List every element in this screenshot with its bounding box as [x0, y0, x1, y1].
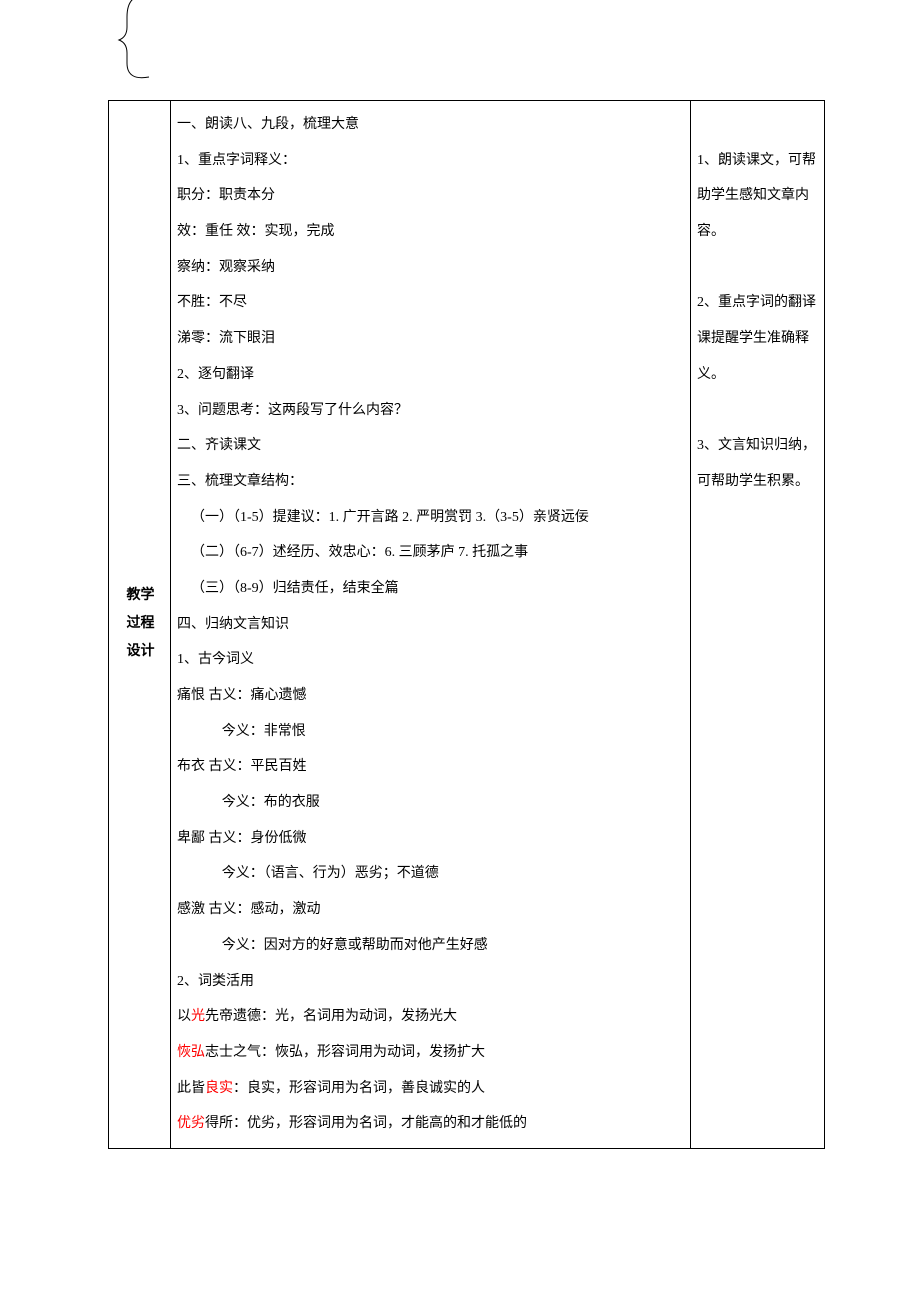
note-line: [697, 107, 820, 143]
content-line: 今义：（语言、行为）恶劣；不道德: [177, 856, 686, 892]
content-line: 三、梳理文章结构：: [177, 464, 686, 500]
note-line: 1、朗读课文，可帮助学生感知文章内容。: [697, 143, 820, 250]
text-span: 得所：优劣，形容词用为名词，才能高的和才能低的: [205, 1116, 527, 1131]
content-line: 今义：非常恨: [177, 714, 686, 750]
highlight-span: 优劣: [177, 1116, 205, 1131]
content-line: （三）（8-9）归结责任，结束全篇: [177, 571, 686, 607]
note-line: 3、文言知识归纳，可帮助学生积累。: [697, 428, 820, 499]
content-line: 涕零：流下眼泪: [177, 321, 686, 357]
content-line: 1、古今词义: [177, 642, 686, 678]
content-line: （一）（1-5）提建议：1. 广开言路 2. 严明赏罚 3.（3-5）亲贤远佞: [177, 500, 686, 536]
highlight-span: 光: [191, 1009, 205, 1024]
content-line: 2、逐句翻译: [177, 357, 686, 393]
content-line: 优劣得所：优劣，形容词用为名词，才能高的和才能低的: [177, 1106, 686, 1142]
note-line: 2、重点字词的翻译课提醒学生准确释义。: [697, 285, 820, 392]
content-line: 2、词类活用: [177, 964, 686, 1000]
text-span: 此皆: [177, 1081, 205, 1096]
content-cell: 一、朗读八、九段，梳理大意 1、重点字词释义： 职分：职责本分 效：重任 效：实…: [171, 101, 691, 1149]
content-line: 今义：布的衣服: [177, 785, 686, 821]
text-span: 先帝遗德：光，名词用为动词，发扬光大: [205, 1009, 457, 1024]
content-line: 布衣 古义：平民百姓: [177, 749, 686, 785]
highlight-span: 良实: [205, 1081, 233, 1096]
header-line: 过程: [115, 610, 166, 638]
header-line: 教学: [115, 582, 166, 610]
note-line: [697, 250, 820, 286]
lesson-plan-table: 教学 过程 设计 一、朗读八、九段，梳理大意 1、重点字词释义： 职分：职责本分…: [108, 100, 825, 1149]
content-line: 不胜：不尽: [177, 285, 686, 321]
content-line: 痛恨 古义：痛心遗憾: [177, 678, 686, 714]
header-line: 设计: [115, 638, 166, 666]
row-header-cell: 教学 过程 设计: [109, 101, 171, 1149]
content-line: 1、重点字词释义：: [177, 143, 686, 179]
content-line: 以光先帝遗德：光，名词用为动词，发扬光大: [177, 999, 686, 1035]
content-line: 感激 古义：感动，激动: [177, 892, 686, 928]
text-span: 以: [177, 1009, 191, 1024]
content-line: （二）（6-7）述经历、效忠心：6. 三顾茅庐 7. 托孤之事: [177, 535, 686, 571]
highlight-span: 恢弘: [177, 1045, 205, 1060]
content-line: 3、问题思考：这两段写了什么内容？: [177, 393, 686, 429]
curly-bracket-icon: [115, 0, 155, 85]
notes-cell: 1、朗读课文，可帮助学生感知文章内容。 2、重点字词的翻译课提醒学生准确释义。 …: [691, 101, 825, 1149]
content-line: 四、归纳文言知识: [177, 607, 686, 643]
table-row: 教学 过程 设计 一、朗读八、九段，梳理大意 1、重点字词释义： 职分：职责本分…: [109, 101, 825, 1149]
content-line: 此皆良实：良实，形容词用为名词，善良诚实的人: [177, 1071, 686, 1107]
text-span: 志士之气：恢弘，形容词用为动词，发扬扩大: [205, 1045, 485, 1060]
content-line: 一、朗读八、九段，梳理大意: [177, 107, 686, 143]
text-span: ：良实，形容词用为名词，善良诚实的人: [233, 1081, 485, 1096]
content-line: 效：重任 效：实现，完成: [177, 214, 686, 250]
content-line: 恢弘志士之气：恢弘，形容词用为动词，发扬扩大: [177, 1035, 686, 1071]
note-line: [697, 393, 820, 429]
content-line: 卑鄙 古义：身份低微: [177, 821, 686, 857]
content-line: 察纳：观察采纳: [177, 250, 686, 286]
content-line: 今义：因对方的好意或帮助而对他产生好感: [177, 928, 686, 964]
content-line: 二、齐读课文: [177, 428, 686, 464]
content-line: 职分：职责本分: [177, 178, 686, 214]
